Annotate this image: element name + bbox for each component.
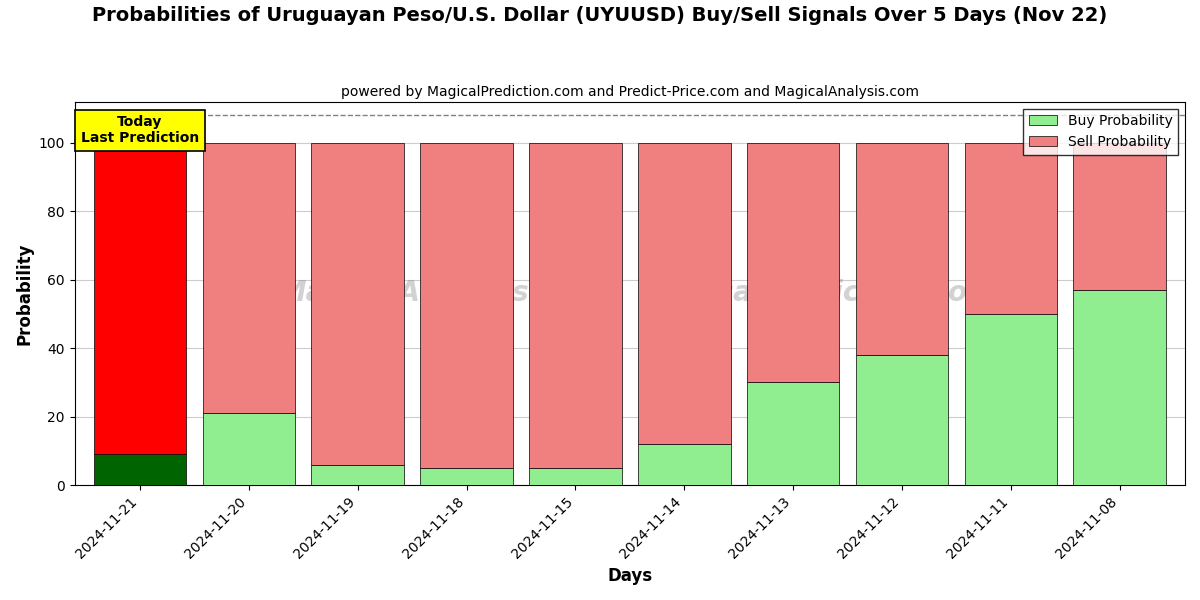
Bar <box>529 143 622 468</box>
Bar <box>638 444 731 485</box>
Bar <box>312 464 404 485</box>
Text: Today
Last Prediction: Today Last Prediction <box>80 115 199 145</box>
Bar <box>420 468 512 485</box>
Bar <box>529 468 622 485</box>
Legend: Buy Probability, Sell Probability: Buy Probability, Sell Probability <box>1024 109 1178 155</box>
Text: MagicalAnalysis.com: MagicalAnalysis.com <box>278 280 604 307</box>
Bar <box>94 454 186 485</box>
Bar <box>1074 290 1166 485</box>
Bar <box>94 143 186 454</box>
Bar <box>203 143 295 413</box>
Bar <box>1074 143 1166 290</box>
Bar <box>746 382 839 485</box>
Bar <box>856 355 948 485</box>
Bar <box>746 143 839 382</box>
Text: Probabilities of Uruguayan Peso/U.S. Dollar (UYUUSD) Buy/Sell Signals Over 5 Day: Probabilities of Uruguayan Peso/U.S. Dol… <box>92 6 1108 25</box>
Bar <box>965 143 1057 314</box>
Bar <box>420 143 512 468</box>
Bar <box>965 314 1057 485</box>
X-axis label: Days: Days <box>607 567 653 585</box>
Text: MagicalPrediction.com: MagicalPrediction.com <box>641 280 996 307</box>
Title: powered by MagicalPrediction.com and Predict-Price.com and MagicalAnalysis.com: powered by MagicalPrediction.com and Pre… <box>341 85 919 99</box>
Bar <box>856 143 948 355</box>
Bar <box>203 413 295 485</box>
Bar <box>312 143 404 464</box>
Bar <box>638 143 731 444</box>
Y-axis label: Probability: Probability <box>16 242 34 344</box>
